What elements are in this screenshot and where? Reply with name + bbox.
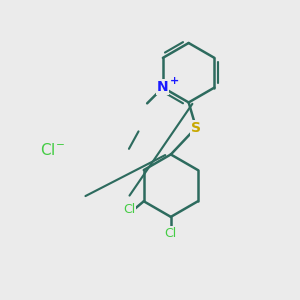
Text: Cl: Cl xyxy=(165,227,177,240)
Text: Cl$^{-}$: Cl$^{-}$ xyxy=(40,142,64,158)
Text: N: N xyxy=(157,80,169,94)
Text: Cl: Cl xyxy=(124,203,136,216)
Text: +: + xyxy=(169,76,179,86)
Text: S: S xyxy=(191,121,201,135)
